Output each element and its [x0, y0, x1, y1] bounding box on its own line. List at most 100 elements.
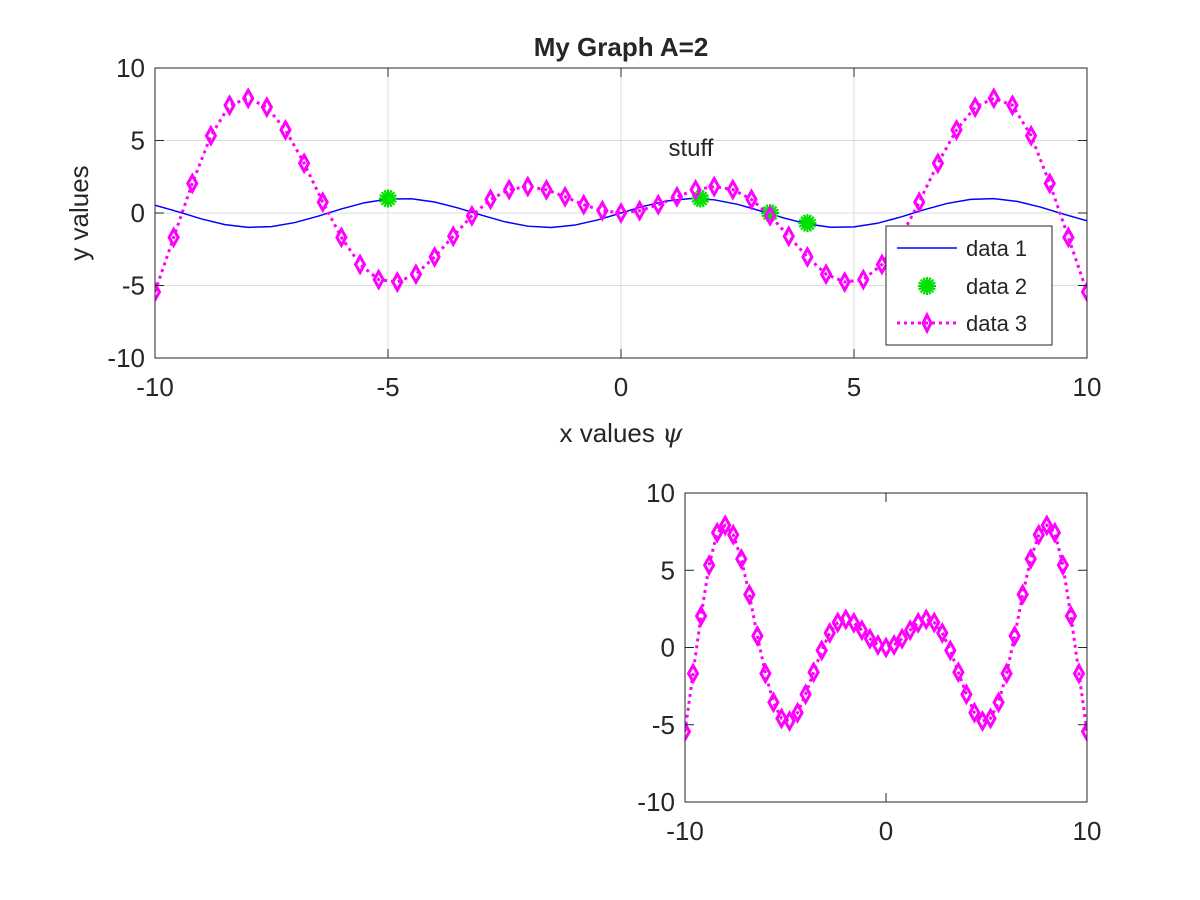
- top-series-3-point: [745, 188, 758, 211]
- top-ticks: -10 -5 0 5 10 -10 -5 0 5 10: [107, 53, 1101, 402]
- bottom-y-tick-label: -10: [637, 787, 675, 817]
- top-series-3-line: [155, 96, 1087, 293]
- top-series-3-point: [819, 263, 833, 286]
- bottom-y-tick-label: -5: [652, 710, 675, 740]
- bottom-series-1-point: [751, 624, 764, 647]
- top-series-3-point: [1080, 280, 1087, 303]
- legend-swatch-data-2-marker: [918, 277, 936, 295]
- annotation-stuff: stuff: [668, 135, 713, 162]
- bottom-series-layer: [685, 514, 1087, 743]
- bottom-series-1-point: [775, 707, 788, 730]
- bottom-series-1-point: [992, 691, 1005, 714]
- top-series-3-point: [763, 204, 777, 227]
- legend-entry-data-3: data 3: [966, 311, 1027, 336]
- bottom-series-1-point: [960, 683, 973, 706]
- top-series-3-point: [391, 270, 404, 294]
- legend-swatch-data-3-marker: [921, 311, 933, 335]
- legend-entry-data-2: data 2: [966, 274, 1027, 299]
- bottom-y-tick-label: 5: [661, 555, 675, 585]
- bottom-series-1-point: [823, 621, 836, 645]
- bottom-series-1-point: [1056, 554, 1070, 577]
- top-series-3-point: [428, 245, 441, 268]
- top-series-3-point: [875, 253, 889, 276]
- bottom-series-1-point: [743, 583, 756, 606]
- top-series-3-point: [502, 178, 516, 201]
- bottom-series-1-point: [871, 633, 885, 657]
- bottom-ticks: -10 0 10 -10 -5 0 5 10: [637, 478, 1101, 846]
- bottom-series-1-point: [887, 633, 901, 657]
- top-series-3-point: [857, 268, 870, 291]
- bottom-series-1-point: [710, 521, 724, 544]
- bottom-series-1-point: [702, 554, 716, 577]
- bottom-series-1-point: [791, 701, 804, 724]
- bottom-series-1-point: [944, 639, 957, 662]
- top-series-2-point: [379, 189, 397, 208]
- top-series-3-point: [838, 270, 851, 294]
- top-series-3-point: [577, 193, 590, 216]
- bottom-series-1-point: [735, 547, 748, 571]
- bottom-series-1-point: [903, 619, 917, 642]
- bottom-series-1-point: [855, 619, 869, 642]
- top-series-3-point: [1062, 226, 1075, 249]
- bottom-y-tick-label: 0: [661, 633, 675, 663]
- top-series-3-point: [260, 96, 274, 119]
- bottom-series-1-point: [815, 639, 828, 662]
- top-series-3-point: [913, 191, 926, 214]
- bottom-axes: -10 0 10 -10 -5 0 5 10: [637, 478, 1101, 846]
- top-x-tick-label: 10: [1073, 372, 1102, 402]
- bottom-series-1-point: [1000, 662, 1013, 685]
- legend-box: [885, 225, 1053, 346]
- top-x-tick-label: 0: [614, 372, 628, 402]
- top-series-3-point: [484, 188, 497, 211]
- bottom-series-1-point: [952, 661, 965, 684]
- bottom-series-1-point: [1064, 604, 1078, 628]
- bottom-series-1-point: [759, 662, 772, 685]
- top-series-3-point: [465, 204, 479, 227]
- bottom-series-1-point: [1008, 624, 1021, 647]
- bottom-series-1-point: [686, 662, 700, 685]
- bottom-series-1-point: [727, 523, 740, 546]
- bottom-x-tick-label: 0: [879, 816, 893, 846]
- top-series-3-point: [987, 87, 1001, 110]
- top-x-tick-label: 5: [847, 372, 861, 402]
- top-series-1-line: [155, 197, 1087, 229]
- top-series-3-point: [409, 263, 423, 286]
- bottom-series-1-point: [1048, 521, 1062, 544]
- top-series-3-point: [540, 178, 553, 201]
- top-series-3-point: [596, 199, 609, 222]
- top-series-3-point: [279, 118, 292, 141]
- x-axis-label-symbol: ψ: [662, 419, 683, 449]
- top-x-tick-label: -10: [136, 372, 174, 402]
- bottom-series-1-point: [1032, 523, 1045, 546]
- top-y-axis-label: y values: [64, 165, 94, 260]
- bottom-series-1-point: [847, 611, 861, 634]
- top-series-3-point: [167, 226, 180, 249]
- top-series-3-point: [316, 191, 329, 214]
- bottom-series-1-point: [895, 627, 909, 650]
- top-series-3-point: [353, 253, 367, 276]
- bottom-series-1-point: [936, 621, 949, 645]
- bottom-series-1-point: [1072, 662, 1086, 685]
- top-series-3-point: [335, 226, 348, 249]
- top-series-3-point: [968, 96, 982, 119]
- top-y-tick-label: 5: [131, 126, 145, 156]
- top-y-tick-label: -5: [122, 271, 145, 301]
- top-series-2-point: [798, 214, 817, 233]
- bottom-series-1-point: [1024, 547, 1037, 571]
- bottom-series-1-point: [1040, 514, 1054, 537]
- top-series-3-point: [652, 193, 665, 216]
- bottom-plot-area: [685, 493, 1087, 802]
- top-series-3-point: [633, 199, 646, 222]
- bottom-y-tick-label: 10: [646, 478, 675, 508]
- top-axes: -10 -5 0 5 10 -10 -5 0 5 10 My Graph A=2 x values…: [64, 32, 1101, 449]
- top-series-3-point: [1043, 172, 1056, 195]
- top-series-3-point: [726, 178, 740, 201]
- legend-entry-data-1: data 1: [966, 236, 1027, 261]
- top-series-3-point: [204, 124, 218, 147]
- bottom-series-1-point: [1080, 720, 1087, 743]
- top-series-3-point: [223, 94, 236, 117]
- top-series-3-point: [931, 152, 945, 175]
- bottom-series-1-point: [968, 701, 981, 724]
- top-y-tick-label: -10: [107, 343, 145, 373]
